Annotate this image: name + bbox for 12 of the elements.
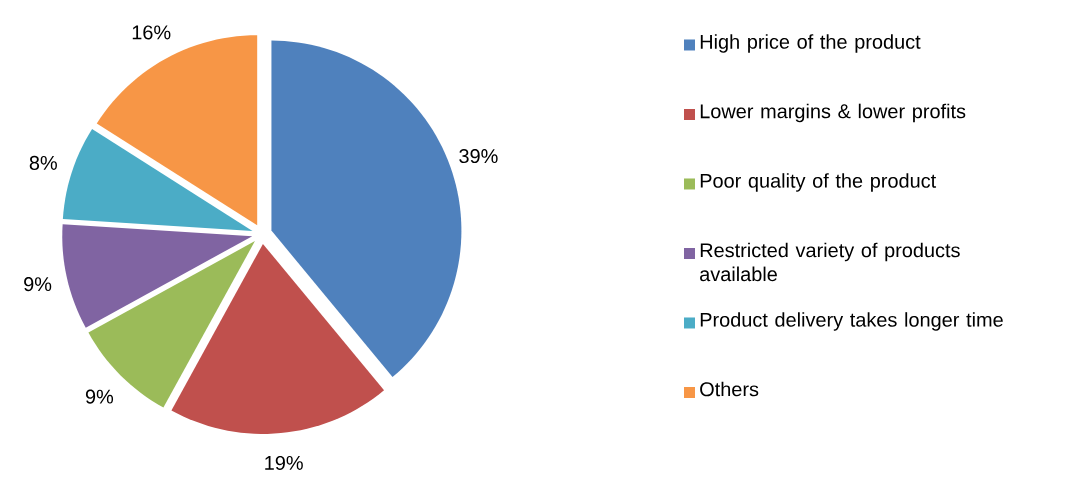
legend-label: Restricted variety of products available	[700, 242, 960, 282]
data-label: 16%	[132, 25, 171, 40]
data-label: 19%	[265, 455, 303, 471]
legend-label: Others	[700, 381, 759, 397]
data-label: 39%	[459, 149, 498, 164]
legend-label: High price of the product	[700, 34, 921, 53]
legend-label: Poor quality of the product	[700, 173, 937, 192]
data-label: 8%	[29, 155, 57, 170]
legend-label: Lower margins & lower profits	[700, 103, 966, 123]
legend-label: Product delivery takes longer time	[700, 312, 1003, 331]
data-label: 9%	[85, 389, 114, 404]
data-label: 9%	[24, 277, 52, 292]
